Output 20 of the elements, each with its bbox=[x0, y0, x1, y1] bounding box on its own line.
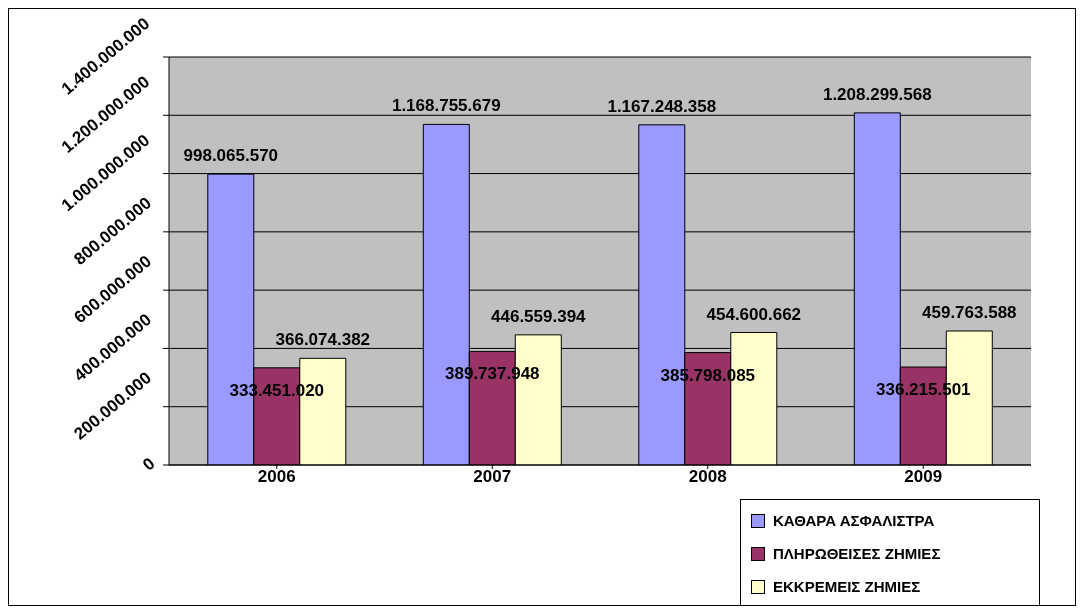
x-tick-label: 2008 bbox=[688, 467, 727, 487]
legend-label: ΕΚΚΡΕΜΕΙΣ ΖΗΜΙΕΣ bbox=[773, 578, 921, 595]
data-label: 1.208.299.568 bbox=[822, 84, 932, 104]
x-tick-label: 2009 bbox=[904, 467, 943, 487]
legend-label: ΠΛΗΡΩΘΕΙΣΕΣ ΖΗΜΙΕΣ bbox=[773, 545, 941, 562]
data-label: 366.074.382 bbox=[275, 330, 371, 350]
y-tick-label: 0 bbox=[139, 453, 159, 475]
data-label: 336.215.501 bbox=[876, 380, 971, 400]
data-label: 385.798.085 bbox=[660, 365, 756, 385]
data-label: 459.763.588 bbox=[922, 303, 1017, 323]
data-label: 998.065.570 bbox=[183, 146, 279, 166]
legend-label: ΚΑΘΑΡΑ ΑΣΦΑΛΙΣΤΡΑ bbox=[773, 512, 935, 529]
x-tick-label: 2007 bbox=[473, 467, 512, 487]
data-label: 454.600.662 bbox=[706, 304, 802, 324]
data-label: 446.559.394 bbox=[491, 306, 587, 326]
x-tick-label: 2006 bbox=[257, 467, 296, 487]
data-label: 389.737.948 bbox=[445, 364, 540, 384]
data-label: 1.168.755.679 bbox=[391, 96, 501, 116]
data-label: 1.167.248.358 bbox=[607, 96, 717, 116]
data-label: 333.451.020 bbox=[229, 380, 325, 400]
